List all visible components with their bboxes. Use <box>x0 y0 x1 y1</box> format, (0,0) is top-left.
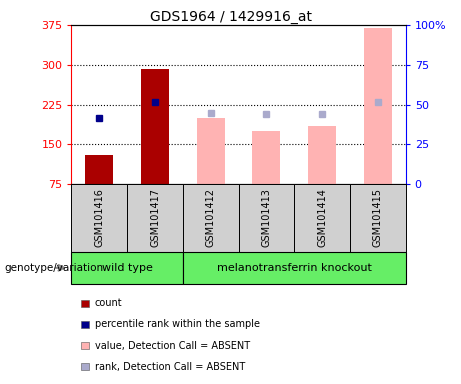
Text: value, Detection Call = ABSENT: value, Detection Call = ABSENT <box>95 341 249 351</box>
Text: GSM101415: GSM101415 <box>373 189 383 247</box>
Bar <box>183 184 238 252</box>
Bar <box>308 126 336 184</box>
Bar <box>294 184 350 252</box>
Bar <box>238 184 294 252</box>
Bar <box>71 252 183 284</box>
Text: GSM101416: GSM101416 <box>95 189 104 247</box>
Bar <box>141 69 169 184</box>
Text: GSM101413: GSM101413 <box>261 189 272 247</box>
Bar <box>364 28 392 184</box>
Bar <box>85 155 113 184</box>
Text: count: count <box>95 298 122 308</box>
Text: GSM101412: GSM101412 <box>206 189 216 247</box>
Text: percentile rank within the sample: percentile rank within the sample <box>95 319 260 329</box>
Text: GDS1964 / 1429916_at: GDS1964 / 1429916_at <box>149 10 312 23</box>
Bar <box>71 184 127 252</box>
Bar <box>183 252 406 284</box>
Text: GSM101417: GSM101417 <box>150 189 160 247</box>
Text: melanotransferrin knockout: melanotransferrin knockout <box>217 263 372 273</box>
Text: wild type: wild type <box>102 263 153 273</box>
Bar <box>350 184 406 252</box>
Bar <box>253 131 280 184</box>
Bar <box>127 184 183 252</box>
Text: rank, Detection Call = ABSENT: rank, Detection Call = ABSENT <box>95 362 245 372</box>
Bar <box>197 118 225 184</box>
Text: GSM101414: GSM101414 <box>317 189 327 247</box>
Text: genotype/variation: genotype/variation <box>5 263 104 273</box>
